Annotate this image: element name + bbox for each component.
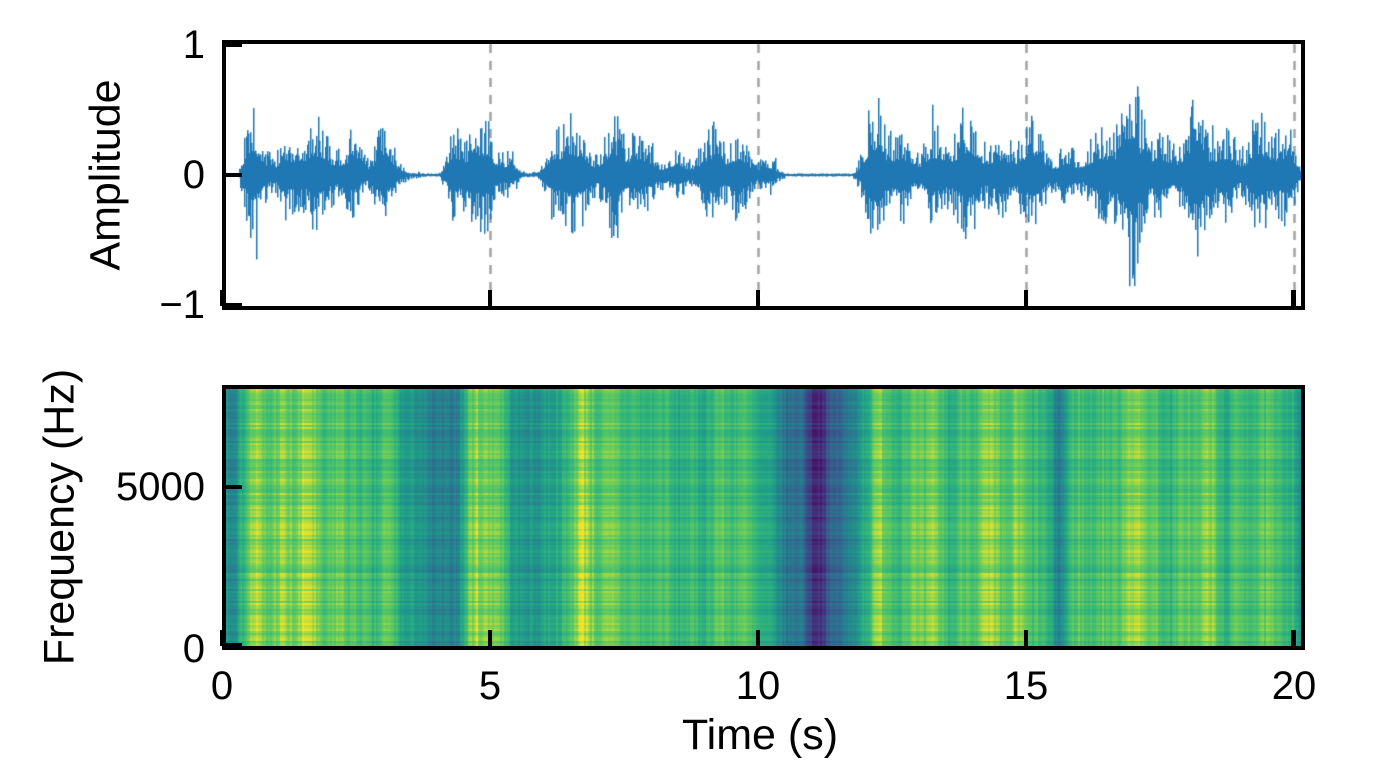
time-tick-label-5: 5 [478,664,502,708]
time-tick-label-15: 15 [1003,664,1049,708]
amplitude-axis-label: Amplitude [81,79,130,271]
amp-tick-label-0: 0 [182,153,205,197]
time-tick-label-10: 10 [735,664,781,708]
spectrogram-canvas [222,385,1305,650]
amp-tick-label-1: 1 [182,23,205,67]
spectrogram-plot-area [219,385,1305,650]
freq-tick-label-0: 0 [182,627,205,671]
time-tick-label-0: 0 [210,664,234,708]
waveform-plot-area [219,40,1305,310]
frequency-axis-label: Frequency (Hz) [35,368,84,666]
waveform-canvas [222,40,1305,310]
amp-tick-label-neg1: −1 [159,283,205,327]
time-axis-label: Time (s) [681,711,839,759]
time-tick-label-20: 20 [1271,664,1317,708]
freq-tick-label-5000: 5000 [116,465,205,509]
